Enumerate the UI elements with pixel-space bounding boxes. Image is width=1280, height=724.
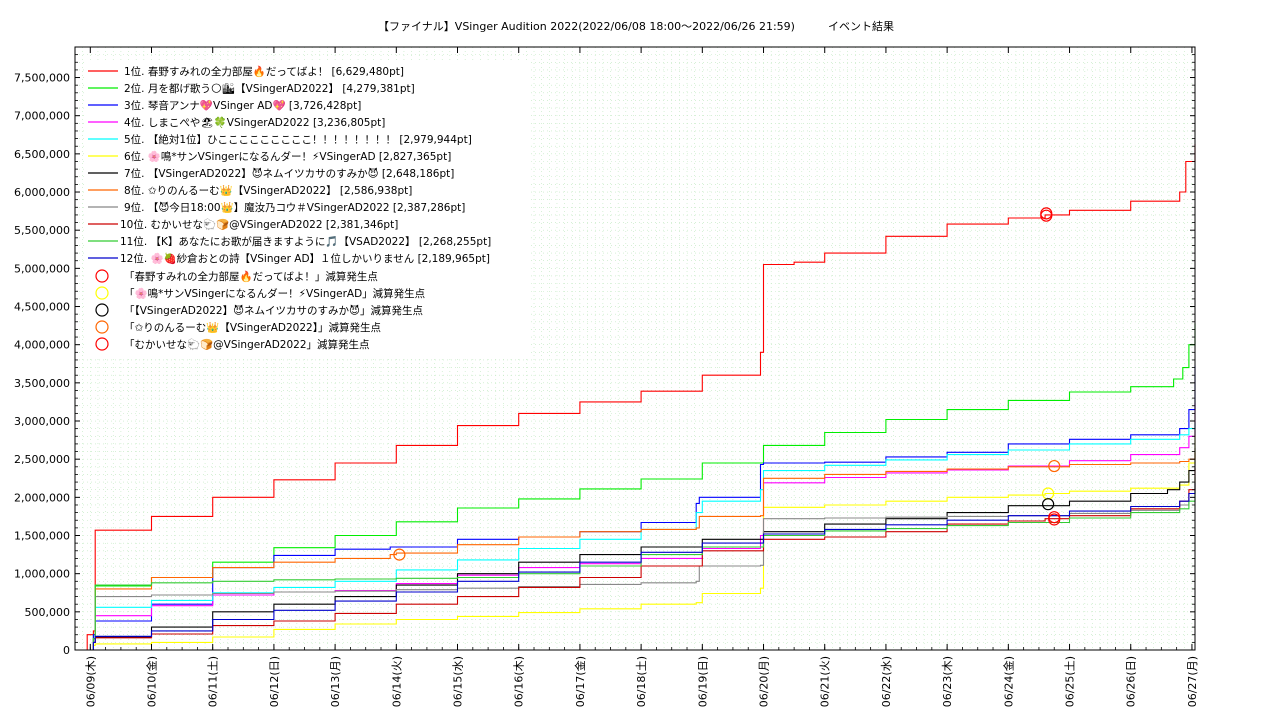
legend-entry-label: 1位. 春野すみれの全力部屋🔥だってばよ！ [6,629,480pt] [124, 65, 404, 78]
y-tick-label: 6,500,000 [14, 148, 70, 161]
series-layer [75, 144, 1196, 651]
decrement-marker-4-2 [1048, 459, 1061, 473]
y-tick-label: 5,000,000 [14, 262, 70, 275]
x-tick-label: 06/11(土) [207, 656, 220, 707]
x-tick-label: 06/13(月) [329, 656, 342, 707]
x-tick-label: 06/15(水) [452, 656, 465, 707]
legend-background [85, 60, 530, 358]
legend-marker-label: 「むかいせな🐑🍞@VSingerAD2022」減算発生点 [124, 338, 370, 351]
x-tick-label: 06/24(金) [1001, 656, 1015, 707]
legend-marker-icon [95, 337, 109, 351]
legend-marker-label: 「🌸鳴*サンVSingerになるんダー！⚡VSingerAD」減算発生点 [124, 287, 425, 300]
legend-entry-label: 6位. 🌸鳴*サンVSingerになるんダー！⚡VSingerAD [2,827… [124, 150, 451, 163]
x-tick-label: 06/22(水) [880, 656, 893, 707]
legend-marker-icon [95, 286, 109, 300]
x-tick-label: 06/17(金) [573, 656, 587, 707]
legend-entry-label: 9位. 【😈今日18:00👑】魔汝乃コウ＃VSingerAD2022 [2,38… [124, 201, 465, 214]
legend-entry-label: 2位. 月を都げ歌う🌕🏙【VSingerAD2022】 [4,279,381pt… [124, 82, 415, 95]
y-tick-label: 7,000,000 [14, 110, 70, 123]
y-tick-label: 3,000,000 [14, 415, 70, 428]
x-tick-label: 06/18(土) [635, 656, 648, 707]
legend-entry-label: 5位. 【絶対1位】ひこここここここここ！！！！！！！！ [2,979,944p… [124, 133, 472, 146]
legend-marker-icon [95, 303, 109, 317]
legend-entry-label: 3位. 琴音アンナ💖VSinger AD💖 [3,726,428pt] [124, 99, 361, 112]
legend-marker-icon [95, 320, 109, 334]
x-tick-label: 06/21(火) [819, 656, 832, 707]
plot-frame [74, 46, 1196, 651]
y-tick-label: 4,000,000 [14, 339, 70, 352]
legend-entry-label: 11位. 【K】あなたにお歌が届きますように🎵【VSAD2022】 [2,268… [120, 235, 491, 248]
x-tick-label: 06/20(月) [758, 656, 771, 707]
y-tick-label: 2,500,000 [14, 453, 70, 466]
series-line-1 [75, 144, 1196, 651]
series-line-8 [75, 452, 1196, 651]
y-tick-label: 4,500,000 [14, 301, 70, 314]
decrement-marker-4-1 [393, 548, 406, 561]
legend-entry-label: 12位. 🌸🍓紗倉おとの詩【VSinger AD】１位しかいりません [2,18… [120, 252, 490, 265]
x-tick-label: 06/27(月) [1186, 656, 1199, 707]
x-tick-label: 06/10(金) [145, 656, 159, 707]
x-tick-label: 06/12(日) [268, 656, 281, 707]
y-tick-label: 2,000,000 [14, 491, 70, 504]
legend-entry-label: 4位. しまこぺや🏖🍀VSingerAD2022 [3,236,805pt] [124, 116, 385, 129]
axes-layer: 0 500,000 1,000,000 1,500,000 2,000,000 2,500… [14, 46, 1199, 707]
x-tick-label: 06/25(土) [1064, 656, 1077, 707]
y-tick-label: 1,500,000 [14, 530, 70, 543]
legend-marker-label: 「✩りのんるーむ👑【VSingerAD2022】」減算発生点 [124, 321, 381, 334]
y-tick-label: 6,000,000 [14, 186, 70, 199]
y-tick-label: 7,500,000 [14, 72, 70, 85]
y-tick-label: 500,000 [25, 606, 71, 619]
series-line-5 [75, 422, 1196, 651]
x-tick-label: 06/14(火) [390, 656, 403, 707]
series-line-2 [75, 323, 1196, 651]
series-line-12 [75, 482, 1196, 651]
x-tick-label: 06/19(日) [696, 656, 709, 707]
legend-marker-label: 「【VSingerAD2022】😈ネムイツカサのすみか😈」減算発生点 [124, 304, 423, 317]
decrement-marker-5-2 [1048, 511, 1061, 524]
marker-layer [393, 207, 1061, 561]
y-tick-label: 3,500,000 [14, 377, 70, 390]
y-tick-label: 1,000,000 [14, 568, 70, 581]
y-tick-label: 5,500,000 [14, 224, 70, 237]
legend-entry-label: 8位. ✩りのんるーむ👑【VSingerAD2022】 [2,586,938pt… [124, 184, 412, 197]
x-tick-label: 06/26(日) [1125, 656, 1138, 707]
y-tick-label: 0 [63, 644, 70, 657]
legend-marker-label: 「春野すみれの全力部屋🔥だってばよ！」減算発生点 [124, 270, 378, 283]
series-line-3 [75, 365, 1196, 651]
x-tick-label: 06/23(木) [941, 656, 954, 707]
chart-title: 【ファイナル】VSinger Audition 2022(2022/06/08 … [378, 19, 894, 33]
legend-marker-icon [95, 269, 109, 283]
x-tick-label: 06/16(木) [513, 656, 526, 707]
decrement-marker-1-2 [1040, 209, 1053, 222]
decrement-marker-1-1 [1040, 207, 1053, 220]
decrement-marker-3-1 [1042, 498, 1055, 511]
legend: 1位. 春野すみれの全力部屋🔥だってばよ！ [6,629,480pt] 2位. 月… [85, 60, 530, 358]
series-line-6 [75, 434, 1196, 651]
legend-entry-label: 7位. 【VSingerAD2022】😈ネムイツカサのすみか😈 [2,648,1… [124, 167, 454, 180]
legend-entry-label: 10位. むかいせな🐑🍞@VSingerAD2022 [2,381,346pt] [120, 218, 398, 231]
x-tick-label: 06/09(木) [84, 656, 97, 707]
series-line-4 [75, 402, 1196, 651]
